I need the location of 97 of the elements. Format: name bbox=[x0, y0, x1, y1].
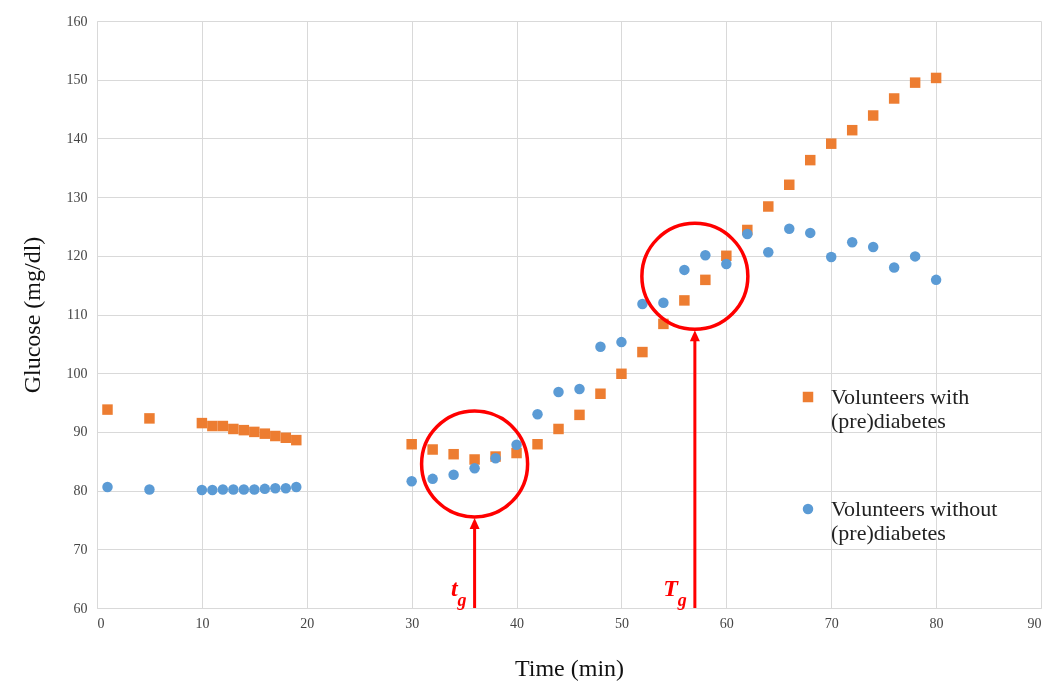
point bbox=[102, 404, 113, 415]
point bbox=[469, 454, 480, 465]
point bbox=[228, 423, 239, 435]
point bbox=[511, 439, 522, 451]
ref-line-label: t$_{g}$ bbox=[450, 575, 467, 610]
point bbox=[448, 448, 459, 460]
point bbox=[658, 297, 669, 308]
point bbox=[427, 444, 438, 455]
point bbox=[280, 432, 292, 444]
point bbox=[574, 383, 585, 395]
point bbox=[207, 420, 218, 432]
point bbox=[238, 484, 250, 495]
point bbox=[637, 346, 648, 358]
y-tick-label: 100 bbox=[66, 365, 88, 381]
x-tick-label: 10 bbox=[195, 615, 210, 631]
point bbox=[196, 417, 208, 429]
point bbox=[249, 426, 260, 438]
x-tick-label: 80 bbox=[929, 615, 944, 631]
point bbox=[280, 483, 292, 494]
point bbox=[616, 368, 627, 380]
point bbox=[930, 274, 942, 286]
point bbox=[574, 409, 585, 421]
point bbox=[270, 430, 281, 442]
x-tick-label: 90 bbox=[1027, 615, 1042, 631]
point bbox=[825, 251, 837, 263]
point bbox=[909, 77, 921, 88]
point bbox=[406, 475, 417, 487]
point bbox=[217, 484, 229, 495]
point bbox=[679, 295, 690, 306]
point bbox=[679, 264, 690, 276]
point bbox=[102, 481, 113, 493]
point bbox=[763, 201, 774, 212]
y-tick-label: 110 bbox=[67, 307, 88, 322]
point bbox=[532, 409, 543, 420]
point bbox=[427, 473, 438, 485]
x-tick-label: 40 bbox=[510, 615, 525, 631]
point bbox=[784, 223, 795, 235]
point bbox=[291, 481, 302, 493]
point bbox=[846, 237, 858, 248]
point bbox=[217, 420, 229, 432]
point bbox=[721, 258, 732, 270]
point bbox=[469, 463, 480, 474]
point bbox=[805, 154, 816, 166]
x-tick-label: 20 bbox=[300, 615, 315, 631]
x-tick-label: 70 bbox=[824, 615, 839, 631]
point bbox=[805, 227, 816, 239]
point bbox=[930, 72, 942, 84]
ref-line-label: T$_{g}$ bbox=[663, 575, 687, 610]
point bbox=[742, 228, 753, 240]
x-tick-label: 50 bbox=[614, 615, 629, 631]
x-tick-label: 30 bbox=[405, 615, 420, 631]
point bbox=[784, 179, 795, 191]
point bbox=[259, 428, 271, 439]
point bbox=[637, 298, 648, 310]
y-tick-label: 60 bbox=[73, 600, 88, 616]
y-tick-label: 70 bbox=[73, 541, 88, 557]
point bbox=[196, 484, 208, 496]
point bbox=[846, 124, 858, 136]
point bbox=[291, 434, 302, 446]
point bbox=[888, 262, 900, 273]
point bbox=[144, 484, 155, 495]
x-tick-label: 0 bbox=[97, 615, 105, 631]
y-axis-title: Glucose (mg/dl) bbox=[18, 236, 45, 394]
point bbox=[616, 336, 627, 348]
point bbox=[867, 110, 879, 121]
legend-label: Volunteers with (pre)diabetes bbox=[831, 384, 970, 433]
point bbox=[763, 247, 774, 258]
point bbox=[909, 251, 921, 262]
point bbox=[270, 483, 281, 494]
y-tick-label: 80 bbox=[73, 483, 88, 499]
point bbox=[867, 241, 879, 253]
point bbox=[888, 93, 900, 104]
point bbox=[825, 138, 837, 149]
point bbox=[259, 483, 271, 495]
point bbox=[448, 469, 459, 480]
y-tick-label: 90 bbox=[73, 424, 88, 440]
point bbox=[553, 386, 564, 398]
y-tick-label: 140 bbox=[66, 130, 88, 146]
legend-label: Volunteers without (pre)diabetes bbox=[831, 496, 998, 545]
point bbox=[144, 413, 155, 424]
x-axis-title: Time (min) bbox=[514, 654, 625, 681]
y-tick-label: 130 bbox=[66, 189, 88, 205]
x-tick-label: 60 bbox=[719, 615, 734, 631]
y-tick-label: 150 bbox=[66, 72, 88, 88]
point bbox=[532, 438, 543, 450]
point bbox=[228, 484, 239, 495]
point bbox=[595, 388, 606, 399]
point bbox=[700, 249, 711, 261]
y-tick-label: 160 bbox=[66, 13, 88, 29]
point bbox=[700, 274, 711, 286]
point bbox=[238, 424, 250, 436]
point bbox=[207, 484, 218, 496]
point bbox=[553, 423, 564, 435]
y-tick-label: 120 bbox=[66, 248, 88, 264]
point bbox=[249, 484, 260, 495]
point bbox=[406, 438, 417, 450]
point bbox=[595, 341, 606, 353]
